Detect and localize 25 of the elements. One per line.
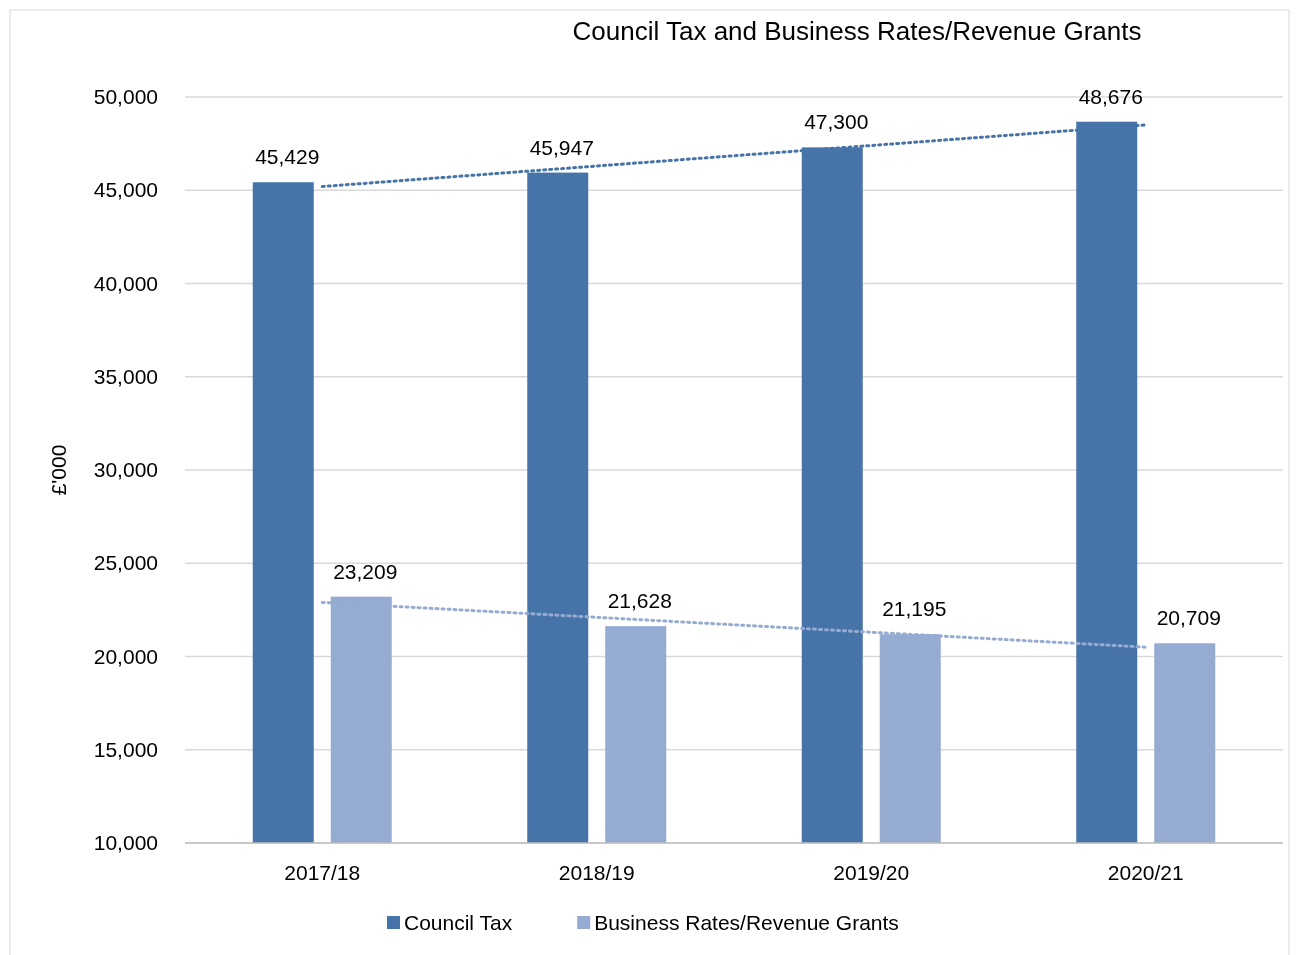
y-tick-label: 30,000 (93, 458, 158, 481)
y-tick-label: 10,000 (93, 831, 158, 854)
data-label: 20,709 (1156, 606, 1221, 630)
x-tick-label: 2019/20 (833, 861, 910, 884)
y-axis-title: £'000 (47, 444, 70, 496)
legend-label: Business Rates/Revenue Grants (594, 911, 899, 934)
y-tick-label: 45,000 (93, 178, 158, 202)
chart-title: Council Tax and Business Rates/Revenue Grants (572, 16, 1142, 46)
data-label: 21,195 (882, 597, 947, 621)
y-tick-label: 40,000 (93, 271, 158, 295)
x-tick-label: 2017/18 (284, 861, 361, 884)
data-label: 48,676 (1078, 84, 1143, 108)
data-label: 23,209 (333, 559, 398, 583)
data-label: 47,300 (804, 110, 869, 134)
data-label: 45,947 (529, 135, 594, 159)
x-tick-label: 2018/19 (558, 861, 635, 884)
y-tick-label: 15,000 (93, 737, 158, 761)
data-label: 21,628 (607, 589, 672, 613)
x-tick-label: 2020/21 (1107, 861, 1184, 884)
legend-label: Council Tax (404, 911, 513, 934)
y-tick-label: 50,000 (93, 85, 158, 108)
data-label: 45,429 (255, 145, 320, 169)
y-tick-label: 35,000 (93, 364, 158, 388)
y-tick-label: 25,000 (93, 551, 158, 575)
y-tick-label: 20,000 (93, 644, 158, 668)
